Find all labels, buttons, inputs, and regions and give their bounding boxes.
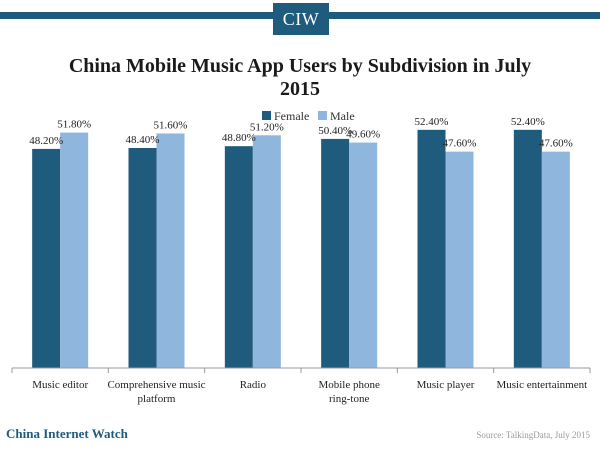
- legend-label-female: Female: [274, 109, 309, 123]
- x-axis: Music editor Comprehensive music platform R…: [11, 367, 591, 405]
- data-label-male-5: 47.60%: [443, 138, 477, 150]
- legend-label-male: Male: [330, 109, 355, 123]
- x-tick-label-3: Radio: [240, 379, 267, 391]
- data-label-female-6: 52.40%: [511, 116, 545, 128]
- bar-female-4: [321, 138, 350, 368]
- legend: Female Male: [262, 109, 355, 123]
- x-tick-label-4: Mobile phone ring-tone: [318, 379, 380, 405]
- bar-female-5: [417, 129, 446, 368]
- footer-brand: China Internet Watch: [6, 426, 128, 441]
- data-label-female-1: 48.20%: [29, 135, 63, 147]
- data-label-male-6: 47.60%: [539, 138, 573, 150]
- data-labels: 48.20% 51.80% 48.40% 51.60% 48.80%51.20% 50.4…: [29, 116, 573, 150]
- bar-female-2: [128, 148, 157, 368]
- data-label-female-4: 50.40%: [318, 125, 352, 137]
- bar-male-4: [349, 142, 378, 368]
- x-tick-label-2: Comprehensive music platform: [107, 379, 205, 405]
- bar-male-2: [156, 133, 185, 368]
- data-label-male-3: 51.20%: [250, 121, 284, 133]
- ciw-logo: CIW: [273, 3, 329, 35]
- x-tick-label-6: Music entertainment: [496, 379, 587, 391]
- data-label-male-4: 49.60%: [346, 129, 380, 141]
- bar-female-1: [32, 148, 61, 368]
- data-label-female-5: 52.40%: [415, 116, 449, 128]
- data-label-male-1: 51.80%: [57, 119, 91, 131]
- data-label-female-3: 48.80%: [222, 132, 256, 144]
- bar-female-3: [224, 146, 253, 368]
- bar-male-5: [445, 151, 474, 368]
- legend-swatch-female: [262, 111, 271, 120]
- legend-swatch-male: [318, 111, 327, 120]
- bar-male-1: [60, 132, 89, 368]
- bar-male-6: [541, 151, 570, 368]
- x-tick-label-5: Music player: [417, 379, 475, 391]
- x-tick-label-1: Music editor: [32, 379, 88, 391]
- data-label-male-2: 51.60%: [154, 119, 188, 131]
- bars: [32, 129, 570, 368]
- footer-source: Source: TalkingData, July 2015: [476, 430, 590, 440]
- bar-male-3: [252, 135, 281, 368]
- bar-female-6: [513, 129, 542, 368]
- chart-title: China Mobile Music App Users by Subdivis…: [68, 55, 532, 100]
- data-label-female-2: 48.40%: [126, 134, 160, 146]
